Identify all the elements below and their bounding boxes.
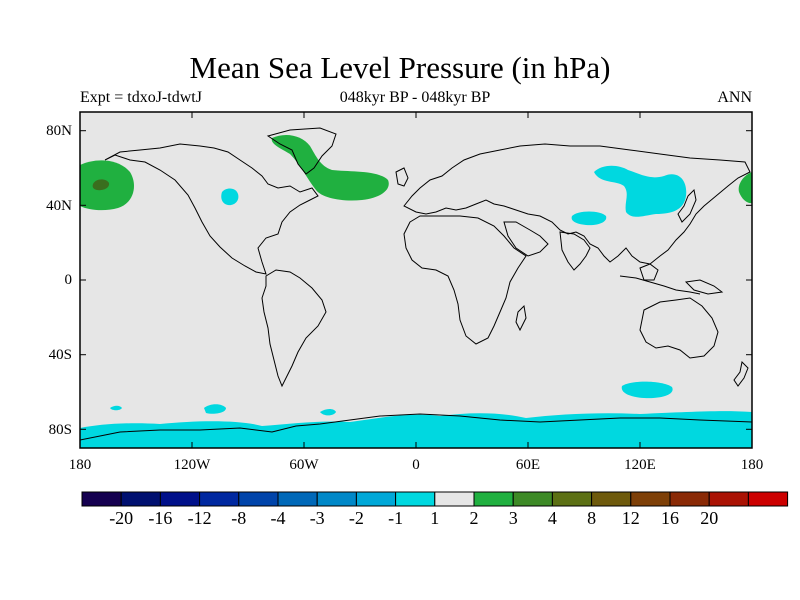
hudson-negative-anomaly [221,188,239,206]
colorbar-box-6 [316,491,357,507]
arabian-sea-negative-anomaly [571,211,607,226]
antarctic-spot-1 [204,404,226,414]
coast-antarctica [80,413,752,441]
season-label: ANN [717,89,752,106]
antarctic-spot-3 [110,405,122,411]
coastlines [80,127,752,441]
colorbar-box-3 [199,491,240,507]
colorbar-label-13: 12 [621,508,640,528]
lat-label-0: 0 [64,272,73,288]
colorbar-label-9: 2 [469,508,479,528]
siberia-japan-negative-anomaly [594,165,687,217]
colorbar-label-6: -2 [348,508,364,528]
coast-madagascar [515,304,527,332]
lon-label-180e: 180 [740,457,764,473]
lon-label-120e: 120E [624,457,656,473]
coast-borneo [639,263,659,281]
colorbar-box-17 [747,491,789,507]
colorbar-label-8: 1 [430,508,440,528]
lat-label-80n: 80N [46,123,72,139]
colorbar-box-9 [434,491,475,507]
colorbar-box-4 [238,491,279,507]
coast-eurasia [403,143,751,265]
colorbar-box-16 [708,491,749,507]
colorbar-label-5: -3 [309,508,325,528]
coast-japan [677,188,697,223]
coast-north-america [104,143,319,275]
plot-title: Mean Sea Level Pressure (in hPa) [189,50,611,85]
coast-arabia [503,221,549,257]
colorbar-label-10: 3 [508,508,518,528]
antarctic-negative-anomaly [80,411,752,448]
colorbar-label-1: -16 [148,508,173,528]
colorbar-label-0: -20 [109,508,134,528]
experiment-label: Expt = tdxoJ-tdwtJ [80,89,202,106]
coast-australia [639,297,719,359]
colorbar-box-8 [395,491,436,507]
lat-label-80s: 80S [48,422,72,438]
colorbar-label-15: 20 [700,508,719,528]
lat-label-40s: 40S [48,347,72,363]
northwest-pacific-positive-anomaly [738,172,752,204]
colorbar-label-2: -12 [187,508,212,528]
colorbar-box-5 [277,491,318,507]
colorbar-box-11 [512,491,553,507]
axis-ticks [79,112,753,448]
coast-india [559,231,591,271]
north-pacific-core-anomaly [92,179,110,191]
coast-new-zealand [733,360,749,387]
colorbar-box-14 [630,491,671,507]
colorbar-box-2 [159,491,201,507]
period-label: 048kyr BP - 048kyr BP [339,89,491,106]
colorbar [81,491,789,507]
lat-label-40n: 40N [46,198,72,214]
southern-ocean-negative-anomaly [621,381,673,399]
coast-maritime-se-asia [619,275,701,295]
lon-label-60e: 60E [515,457,541,473]
colorbar-label-7: -1 [388,508,404,528]
colorbar-label-14: 16 [661,508,679,528]
colorbar-box-0 [81,491,122,507]
colorbar-label-3: -8 [231,508,247,528]
coast-south-america [261,269,327,388]
lon-label-60w: 60W [289,457,319,473]
coast-africa [403,215,527,345]
colorbar-label-11: 4 [547,508,557,528]
anomaly-shading [80,134,752,448]
colorbar-box-10 [473,491,514,507]
coast-new-guinea [684,279,724,295]
lon-label-180w: 180 [68,457,92,473]
antarctic-spot-2 [320,409,336,416]
colorbar-box-13 [591,491,632,507]
colorbar-box-1 [120,491,161,507]
coast-british-isles [395,167,409,187]
colorbar-box-7 [355,491,397,507]
colorbar-label-4: -4 [270,508,286,528]
colorbar-box-12 [551,491,593,507]
greenland-atlantic-positive-anomaly [271,134,389,201]
colorbar-label-12: 8 [587,508,597,528]
colorbar-box-15 [669,491,710,507]
lon-label-0: 0 [412,457,420,473]
lon-label-120w: 120W [173,457,211,473]
coast-greenland [266,127,337,175]
